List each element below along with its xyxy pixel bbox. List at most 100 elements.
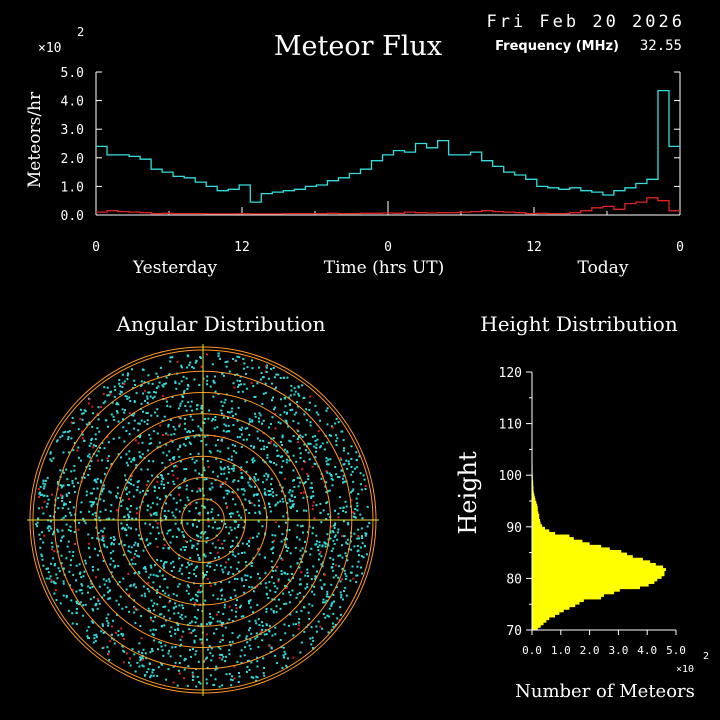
angular-point-cyan xyxy=(36,525,39,528)
angular-point-cyan xyxy=(251,420,254,423)
height-bar xyxy=(532,617,550,621)
angular-point-cyan xyxy=(169,405,172,408)
angular-point-cyan xyxy=(190,620,193,623)
angular-point-cyan xyxy=(220,598,223,601)
angular-point-cyan xyxy=(148,590,151,593)
angular-point-cyan xyxy=(231,512,234,515)
angular-point-red xyxy=(71,588,74,591)
flux-y-multiplier: ×10 xyxy=(38,41,61,56)
angular-point-red xyxy=(122,638,125,640)
angular-point-cyan xyxy=(87,533,90,536)
angular-point-cyan xyxy=(155,387,158,389)
angular-point-red xyxy=(313,517,316,520)
angular-point-cyan xyxy=(265,586,268,589)
angular-point-cyan xyxy=(232,467,235,470)
angular-point-cyan xyxy=(179,499,182,502)
angular-point-red xyxy=(325,470,328,472)
angular-point-cyan xyxy=(172,514,175,517)
angular-point-cyan xyxy=(92,503,95,505)
angular-point-cyan xyxy=(236,419,239,422)
angular-point-cyan xyxy=(133,412,136,415)
angular-point-cyan xyxy=(229,644,232,647)
height-bar xyxy=(532,544,602,548)
angular-point-cyan xyxy=(132,584,135,587)
angular-point-cyan xyxy=(254,412,257,415)
angular-point-cyan xyxy=(181,604,184,607)
angular-point-cyan xyxy=(87,591,89,594)
angular-point-cyan xyxy=(242,526,245,529)
angular-point-cyan xyxy=(346,559,349,562)
angular-point-cyan xyxy=(225,489,228,492)
angular-point-cyan xyxy=(139,455,141,458)
angular-point-cyan xyxy=(262,672,265,675)
angular-point-cyan xyxy=(60,539,62,542)
angular-point-cyan xyxy=(222,429,225,432)
angular-point-cyan xyxy=(301,384,304,387)
angular-point-red xyxy=(335,564,338,567)
angular-point-cyan xyxy=(277,454,280,457)
angular-point-cyan xyxy=(185,589,188,592)
angular-point-cyan xyxy=(232,553,235,556)
angular-point-cyan xyxy=(332,625,335,628)
angular-point-cyan xyxy=(231,414,234,417)
angular-point-cyan xyxy=(237,406,240,409)
angular-point-cyan xyxy=(325,491,328,494)
angular-point-cyan xyxy=(144,567,147,570)
angular-point-cyan xyxy=(108,490,111,493)
angular-point-red xyxy=(270,440,273,443)
angular-point-cyan xyxy=(306,531,309,534)
angular-point-cyan xyxy=(85,490,88,493)
angular-point-cyan xyxy=(110,541,113,544)
angular-point-cyan xyxy=(165,432,168,435)
angular-point-cyan xyxy=(321,442,324,445)
angular-point-cyan xyxy=(261,403,264,406)
angular-point-cyan xyxy=(216,620,219,623)
angular-point-cyan xyxy=(97,450,100,453)
angular-point-cyan xyxy=(314,543,317,546)
angular-point-cyan xyxy=(49,458,52,461)
angular-point-cyan xyxy=(194,621,197,624)
angular-point-cyan xyxy=(139,434,142,437)
flux-x-tick-label: 0 xyxy=(92,240,100,255)
angular-point-cyan xyxy=(94,512,97,515)
angular-point-cyan xyxy=(259,414,262,417)
angular-point-cyan xyxy=(89,586,92,589)
angular-point-cyan xyxy=(263,556,266,559)
angular-point-cyan xyxy=(137,429,140,432)
angular-point-cyan xyxy=(200,429,203,432)
angular-point-cyan xyxy=(197,660,200,663)
angular-point-cyan xyxy=(127,545,130,548)
angular-point-red xyxy=(123,383,126,386)
angular-point-cyan xyxy=(206,379,209,382)
angular-point-cyan xyxy=(184,504,187,507)
angular-point-cyan xyxy=(353,512,356,515)
angular-point-cyan xyxy=(110,462,113,465)
angular-point-cyan xyxy=(65,594,68,597)
height-x-axis-label: Number of Meteors xyxy=(515,681,695,702)
angular-point-cyan xyxy=(246,366,249,369)
angular-point-cyan xyxy=(270,477,273,480)
angular-point-cyan xyxy=(197,554,200,557)
height-x-tick-label: 3.0 xyxy=(608,644,628,657)
angular-point-cyan xyxy=(115,599,118,602)
height-bar xyxy=(532,516,540,520)
angular-point-cyan xyxy=(145,493,148,496)
angular-point-cyan xyxy=(52,530,55,533)
angular-point-cyan xyxy=(191,418,194,421)
angular-point-cyan xyxy=(325,460,328,463)
angular-point-cyan xyxy=(68,492,71,494)
angular-point-cyan xyxy=(48,577,51,580)
angular-point-cyan xyxy=(180,364,183,367)
angular-point-cyan xyxy=(220,472,223,475)
height-bar xyxy=(532,555,633,559)
angular-point-cyan xyxy=(259,378,262,381)
angular-point-cyan xyxy=(170,634,173,637)
angular-point-cyan xyxy=(266,446,268,449)
angular-point-cyan xyxy=(110,571,113,574)
angular-point-cyan xyxy=(138,572,141,575)
angular-point-cyan xyxy=(131,368,133,371)
angular-point-cyan xyxy=(314,435,317,438)
angular-point-cyan xyxy=(189,361,192,364)
angular-point-red xyxy=(199,513,201,516)
angular-point-cyan xyxy=(175,508,178,511)
